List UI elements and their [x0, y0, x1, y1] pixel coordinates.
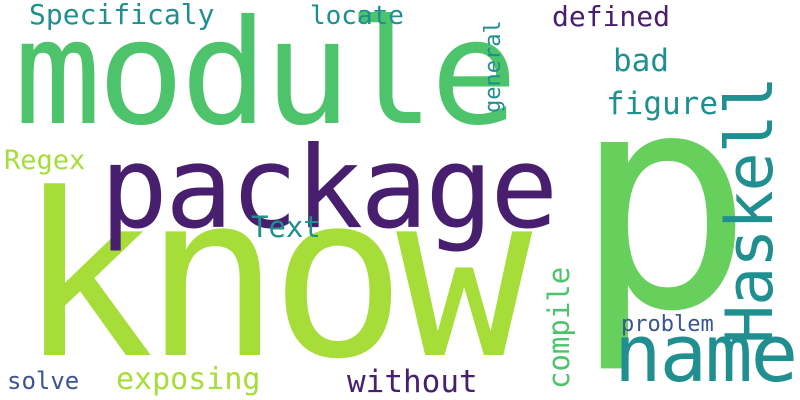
- word-name: name: [614, 308, 798, 400]
- word-text: Text: [251, 210, 321, 244]
- word-problem: problem: [621, 312, 714, 337]
- word-compile: compile: [542, 266, 576, 389]
- word-bad: bad: [613, 43, 669, 79]
- word-without: without: [347, 364, 478, 400]
- word-package: package: [100, 122, 558, 254]
- word-solve: solve: [7, 367, 80, 395]
- word-defined: defined: [552, 0, 671, 33]
- word-specificaly: Specificaly: [29, 0, 215, 31]
- word-know: know: [18, 146, 532, 400]
- word-haskell: Haskell: [713, 77, 788, 344]
- word-figure: figure: [606, 86, 718, 122]
- word-regex: Regex: [4, 145, 86, 176]
- word-general: general: [481, 20, 506, 113]
- word-exposing: exposing: [116, 362, 261, 397]
- word-module: module: [14, 0, 518, 158]
- word-p: p: [573, 28, 754, 377]
- word-locate: locate: [310, 1, 404, 31]
